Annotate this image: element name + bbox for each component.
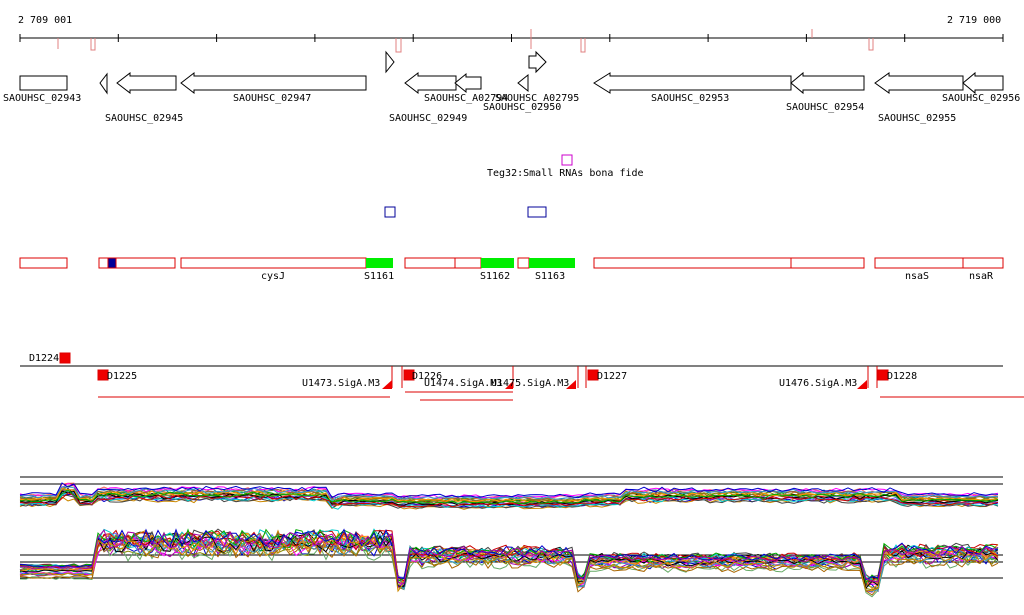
sigma-marker[interactable] [566,380,576,389]
gene-label: SAOUHSC_02945 [105,113,183,124]
promoter-label: D1228 [887,371,917,382]
segment[interactable] [593,257,792,269]
srna-label: Teg32:Small RNAs bona fide [487,168,644,179]
gene-arrow[interactable] [404,71,457,95]
expression-line [19,530,999,582]
promoter-label: D1225 [107,371,137,382]
expression-line [19,534,999,593]
segment-label: S1163 [535,271,565,282]
gene-label: SAOUHSC_02954 [786,102,864,113]
gene-label: SAOUHSC_02943 [3,93,81,104]
feature-box[interactable] [384,206,396,218]
segment[interactable] [517,257,530,269]
expression-line [19,482,999,499]
gene-arrow[interactable] [874,72,964,94]
gene-track [19,50,1004,95]
gene-arrow[interactable] [116,71,177,95]
promoter-label: D1224 [29,353,59,364]
segment[interactable] [19,257,68,269]
gene-arrow[interactable] [454,72,482,94]
feature-box[interactable] [527,206,547,218]
segment-highlight[interactable] [366,258,393,268]
sigma-label: U1475.SigA.M3 [491,378,569,389]
gene-label: SAOUHSC_02953 [651,93,729,104]
segment-label: S1161 [364,271,394,282]
end-coordinate: 2 719 000 [947,15,1001,26]
gene-arrow[interactable] [19,75,68,91]
segment[interactable] [98,257,176,269]
segment[interactable] [180,257,367,269]
sigma-label: U1473.SigA.M3 [302,378,380,389]
ruler-markers [57,29,874,53]
gene-label: SAOUHSC_02947 [233,93,311,104]
gene-label: SAOUHSC_02950 [483,102,561,113]
gene-arrow[interactable] [962,71,1004,95]
expression-line [19,492,999,508]
gene-arrow[interactable] [517,73,529,93]
promoter-label: D1227 [597,371,627,382]
gene-label: SAOUHSC_02956 [942,93,1020,104]
expression-line [19,486,999,502]
segment[interactable] [790,257,865,269]
segment-label: nsaS [905,271,929,282]
segment[interactable] [454,257,482,269]
expression-line [19,528,999,581]
gene-arrow[interactable] [99,72,108,95]
expression-line [19,532,999,590]
sigma-marker[interactable] [505,381,513,389]
segment[interactable] [874,257,964,269]
srna-box[interactable] [561,154,573,166]
segment[interactable] [962,257,1004,269]
gene-label: SAOUHSC_02949 [389,113,467,124]
promoter-marker[interactable] [403,369,415,381]
gene-labels: SAOUHSC_02943 SAOUHSC_02945 SAOUHSC_0294… [3,93,1020,124]
sigma-marker[interactable] [857,380,867,389]
gene-label: SAOUHSC_A02794 [424,93,508,104]
promoter-track: D1224 D1225 D1226 D1227 D1228 U1473.SigA… [20,352,1024,401]
promoter-marker[interactable] [97,369,109,381]
start-coordinate: 2 709 001 [18,15,72,26]
segment-track: cysJ S1161 S1162 S1163 nsaS nsaR [19,257,1004,282]
gene-arrow[interactable] [790,71,865,95]
blue-feature-track [384,206,547,218]
segment-highlight[interactable] [481,258,514,268]
sigma-marker[interactable] [382,380,392,389]
gene-label: SAOUHSC_A02795 [495,93,579,104]
promoter-marker[interactable] [877,369,889,381]
gene-arrow[interactable] [180,71,367,95]
sigma-label: U1476.SigA.M3 [779,378,857,389]
gene-arrow[interactable] [593,72,792,94]
srna-track: Teg32:Small RNAs bona fide [487,154,644,179]
coordinate-ruler: 2 709 001 2 719 000 [18,15,1004,53]
segment-label: nsaR [969,271,994,282]
segment-marker [107,257,117,269]
gene-label: SAOUHSC_02955 [878,113,956,124]
segment-highlight[interactable] [529,258,575,268]
expression-track-lower [19,528,1003,598]
expression-track-upper [19,476,1003,510]
gene-arrow[interactable] [528,50,547,74]
sigma-label: U1474.SigA.M3 [424,378,502,389]
expression-line [19,490,999,506]
promoter-marker[interactable] [59,352,71,364]
segment-label: cysJ [261,271,285,282]
promoter-marker[interactable] [587,369,599,381]
expression-line [19,529,999,585]
segment-label: S1162 [480,271,510,282]
gene-arrow[interactable] [385,50,395,74]
segment[interactable] [404,257,456,269]
expression-line [19,489,999,505]
expression-line [19,537,999,593]
expression-line [19,540,999,596]
promoter-label: D1226 [412,371,442,382]
